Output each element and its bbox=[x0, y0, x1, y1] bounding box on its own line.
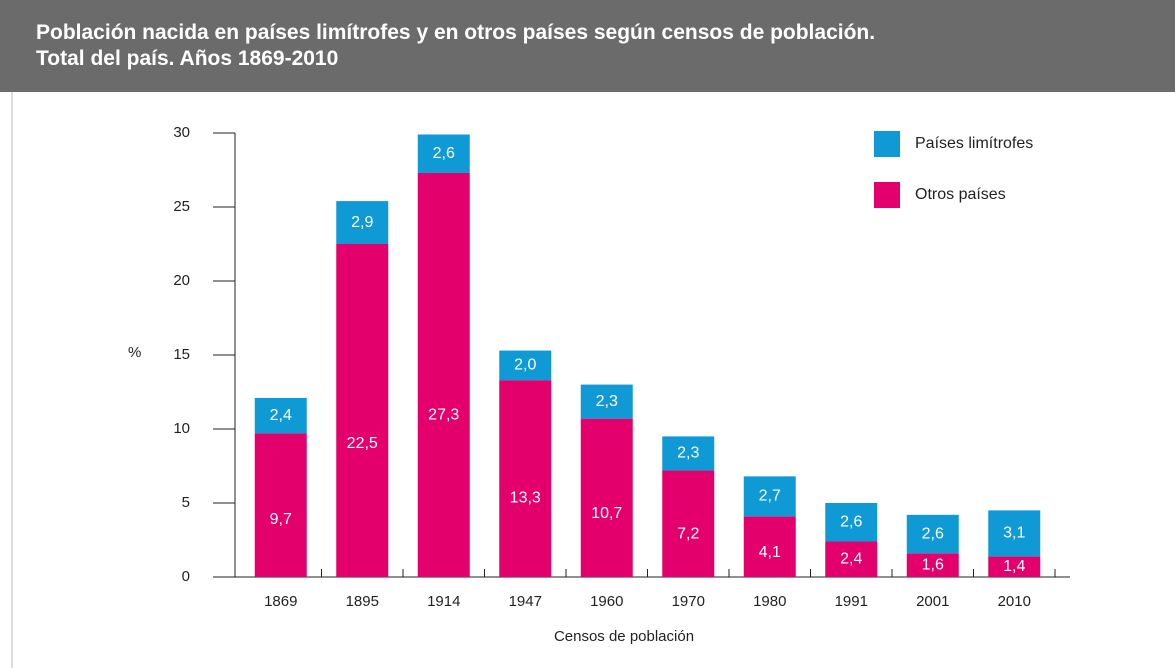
bar-segment bbox=[662, 470, 715, 577]
y-tick-label: 10 bbox=[173, 420, 190, 437]
bar-segment bbox=[743, 476, 796, 517]
y-tick-label: 0 bbox=[182, 568, 190, 585]
value-label: 2,6 bbox=[922, 525, 944, 542]
value-label: 2,3 bbox=[596, 393, 618, 410]
bar-segment bbox=[336, 201, 389, 244]
bar-segment bbox=[580, 384, 633, 419]
value-label: 10,7 bbox=[591, 505, 622, 522]
value-label: 1,6 bbox=[922, 556, 944, 573]
bar-segment bbox=[906, 553, 959, 577]
x-tick-label: 1914 bbox=[427, 593, 460, 610]
y-tick-label: 5 bbox=[182, 494, 190, 511]
legend-label: Países limítrofes bbox=[915, 135, 1033, 152]
value-label: 13,3 bbox=[510, 489, 541, 506]
y-tick-label: 15 bbox=[173, 346, 190, 363]
value-label: 22,5 bbox=[347, 435, 378, 452]
chart-subtitle: Total del país. Años 1869-2010 bbox=[36, 47, 339, 70]
value-label: 3,1 bbox=[1003, 525, 1025, 542]
bar-segment bbox=[417, 172, 470, 577]
value-label: 2,6 bbox=[840, 513, 862, 530]
bar-segment bbox=[499, 350, 552, 381]
legend-swatch bbox=[874, 182, 900, 208]
x-tick-label: 1980 bbox=[753, 593, 786, 610]
y-axis-label: % bbox=[128, 344, 141, 361]
value-label: 2,4 bbox=[840, 550, 862, 567]
bar-segment bbox=[825, 541, 878, 577]
x-tick-label: 2010 bbox=[998, 593, 1031, 610]
value-label: 2,3 bbox=[677, 445, 699, 462]
bar-segment bbox=[662, 436, 715, 471]
value-label: 2,6 bbox=[433, 145, 455, 162]
y-tick-label: 25 bbox=[173, 198, 190, 215]
x-axis-label: Censos de población bbox=[554, 628, 694, 645]
x-tick-label: 2001 bbox=[916, 593, 949, 610]
x-tick-label: 1960 bbox=[590, 593, 623, 610]
bar-segment bbox=[254, 397, 307, 434]
chart-title: Población nacida en países limítrofes y … bbox=[36, 21, 876, 44]
x-tick-label: 1970 bbox=[672, 593, 705, 610]
bar-segment bbox=[336, 244, 389, 577]
bar-segment bbox=[988, 556, 1041, 577]
bar-segment bbox=[988, 510, 1041, 557]
y-tick-label: 20 bbox=[173, 272, 190, 289]
bar-segment bbox=[580, 418, 633, 577]
value-label: 2,9 bbox=[351, 214, 373, 231]
x-tick-label: 1895 bbox=[346, 593, 379, 610]
bar-segment bbox=[906, 514, 959, 554]
value-label: 2,4 bbox=[270, 407, 292, 424]
bar-segment bbox=[417, 134, 470, 173]
header: Población nacida en países limítrofes y … bbox=[0, 0, 1175, 92]
value-label: 2,0 bbox=[514, 357, 536, 374]
bar-segment bbox=[254, 433, 307, 577]
x-tick-label: 1947 bbox=[509, 593, 542, 610]
value-label: 27,3 bbox=[428, 407, 459, 424]
legend-label: Otros países bbox=[915, 186, 1006, 203]
value-label: 2,7 bbox=[759, 488, 781, 505]
value-label: 4,1 bbox=[759, 544, 781, 561]
x-tick-label: 1991 bbox=[835, 593, 868, 610]
bar-segment bbox=[743, 516, 796, 577]
legend-swatch bbox=[874, 131, 900, 157]
y-tick-label: 30 bbox=[173, 124, 190, 141]
bar-segment bbox=[825, 503, 878, 542]
bar-segment bbox=[499, 380, 552, 577]
x-tick-label: 1869 bbox=[264, 593, 297, 610]
value-label: 7,2 bbox=[677, 526, 699, 543]
value-label: 9,7 bbox=[270, 511, 292, 528]
value-label: 1,4 bbox=[1003, 558, 1025, 575]
